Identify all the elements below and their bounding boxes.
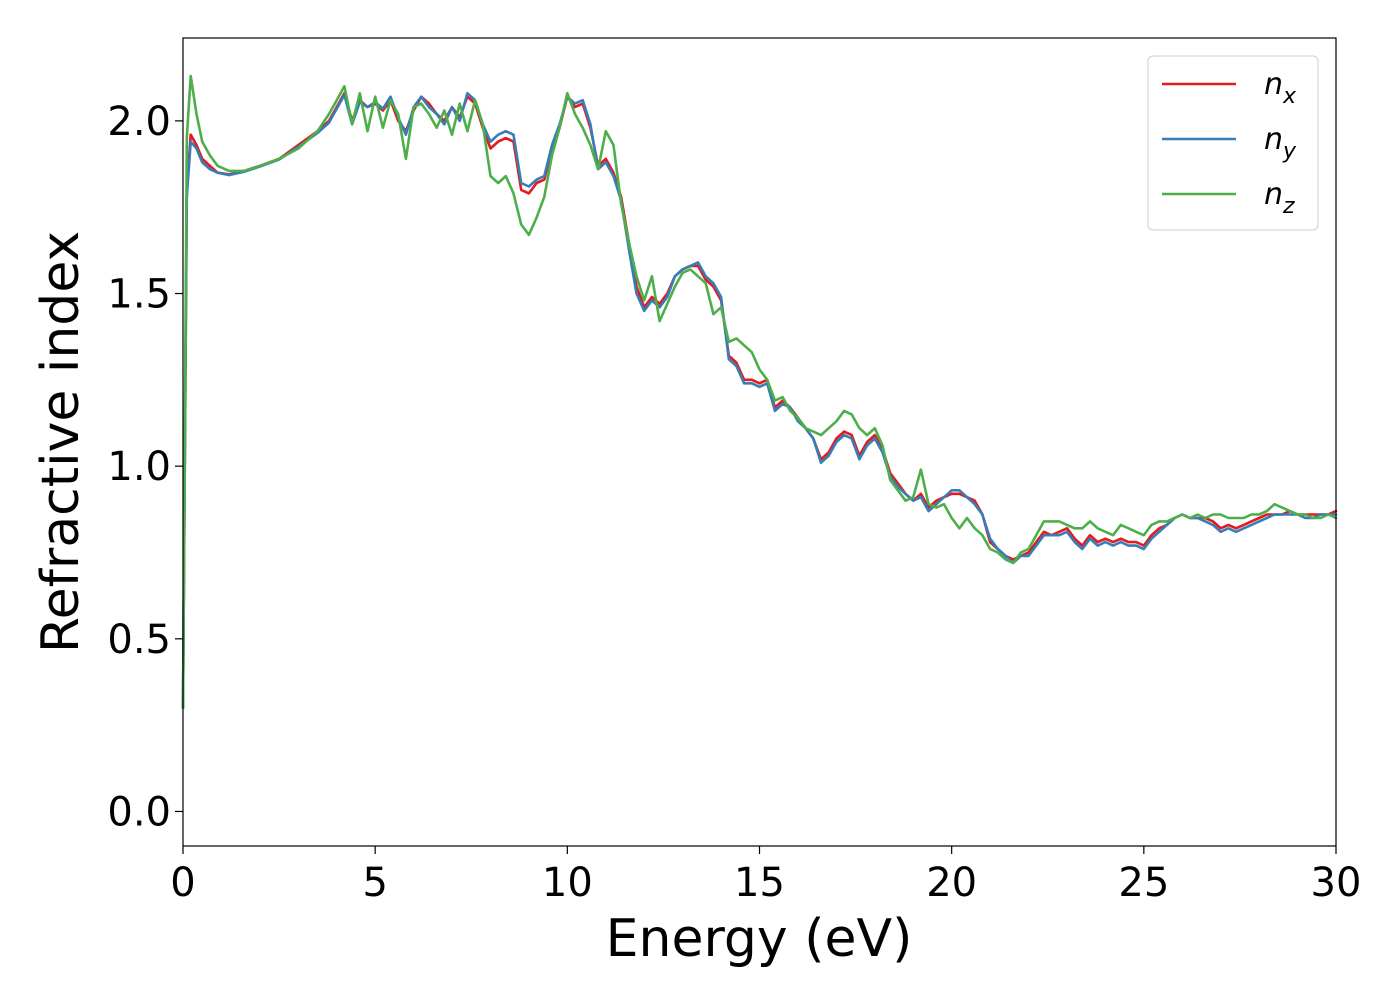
x-tick-label: 25	[1118, 860, 1169, 906]
y-tick-label: 1.5	[107, 272, 171, 318]
legend-label-x: nx	[1264, 67, 1297, 109]
y-axis: 0.0 0.5 1.0 1.5 2.0	[107, 99, 183, 835]
x-tick-label: 20	[926, 860, 977, 906]
series-layer	[181, 74, 1338, 710]
x-tick-label: 10	[542, 860, 593, 906]
legend-box	[1147, 55, 1319, 231]
x-tick-label: 0	[170, 860, 195, 906]
x-axis: 0 5 10 15 20 25 30	[170, 846, 1361, 906]
legend: nx ny nz	[1147, 55, 1319, 231]
y-tick-label: 1.0	[107, 444, 171, 490]
legend-label-z: nz	[1264, 177, 1295, 219]
y-tick-label: 2.0	[107, 99, 171, 145]
x-tick-label: 5	[362, 860, 387, 906]
y-tick-label: 0.5	[107, 617, 171, 663]
legend-label-y: ny	[1264, 122, 1297, 164]
x-tick-label: 15	[734, 860, 785, 906]
x-axis-title: Energy (eV)	[606, 909, 913, 969]
x-tick-label: 30	[1311, 860, 1362, 906]
y-axis-title: Refractive index	[31, 231, 91, 653]
series-line-z	[181, 74, 1338, 710]
y-tick-label: 0.0	[107, 789, 171, 835]
